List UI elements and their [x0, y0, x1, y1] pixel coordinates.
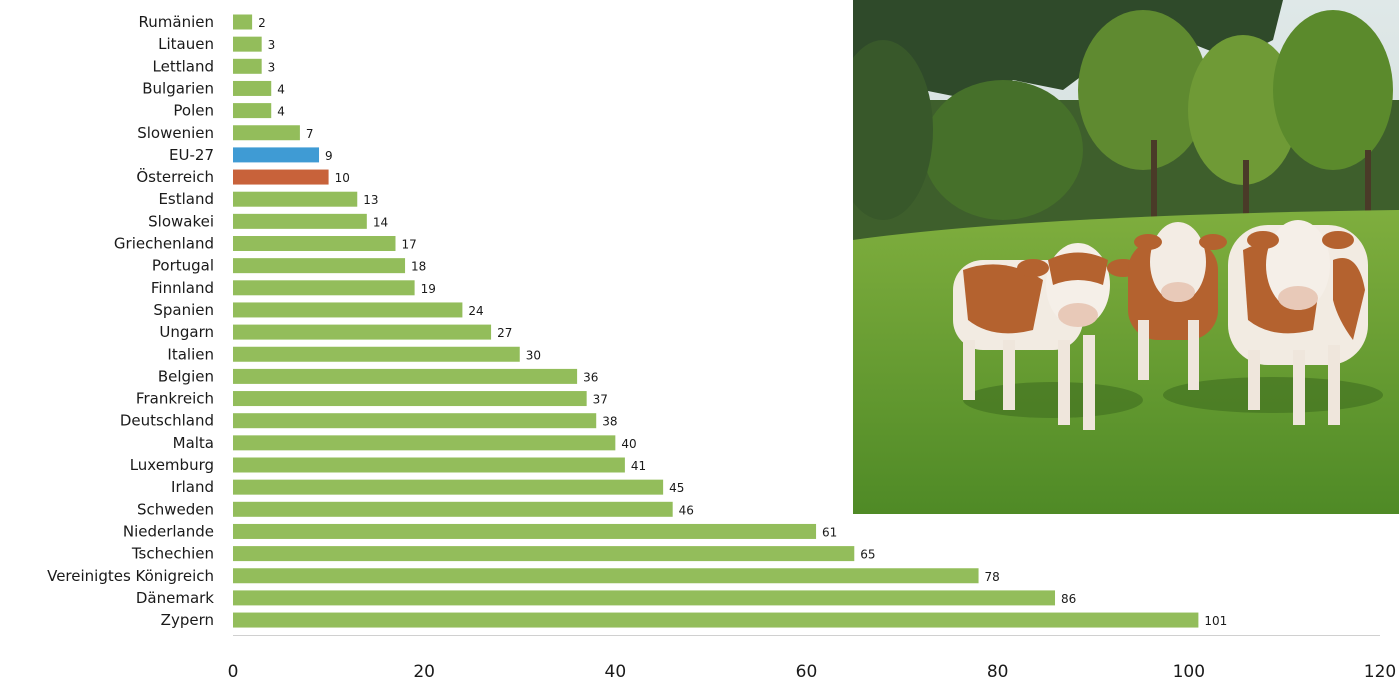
- category-label-danemark: Dänemark: [136, 589, 214, 607]
- value-label-tschechien: 65: [860, 548, 875, 562]
- bar-estland: [233, 191, 358, 207]
- bar-litauen: [233, 36, 262, 52]
- bar-bulgarien: [233, 80, 272, 96]
- bar-lettland: [233, 58, 262, 74]
- value-label-rumanien: 2: [258, 16, 266, 30]
- value-label-finnland: 19: [421, 282, 436, 296]
- value-label-irland: 45: [669, 481, 684, 495]
- bar-belgien: [233, 368, 578, 384]
- bar-vereinigtes-konigreich: [233, 568, 979, 584]
- category-label-lettland: Lettland: [153, 57, 214, 75]
- bar-finnland: [233, 280, 415, 296]
- value-label-spanien: 24: [468, 304, 483, 318]
- value-label-slowenien: 7: [306, 127, 314, 141]
- cows-on-meadow-icon: [853, 0, 1399, 514]
- value-label-estland: 13: [363, 193, 378, 207]
- value-label-griechenland: 17: [401, 238, 416, 252]
- value-label-luxemburg: 41: [631, 459, 646, 473]
- value-label-eu-27: 9: [325, 149, 333, 163]
- value-label-litauen: 3: [268, 38, 276, 52]
- bar-portugal: [233, 258, 406, 274]
- category-label-finnland: Finnland: [151, 279, 214, 297]
- bar-slowakei: [233, 213, 367, 229]
- value-label-polen: 4: [277, 105, 285, 119]
- cows-photo: [853, 0, 1399, 514]
- bar-eu-27: [233, 147, 320, 163]
- category-label-niederlande: Niederlande: [123, 522, 214, 540]
- bar-ungarn: [233, 324, 492, 340]
- value-label-schweden: 46: [679, 503, 694, 517]
- value-label-lettland: 3: [268, 60, 276, 74]
- x-tick-label-0: 0: [228, 662, 239, 682]
- value-label-osterreich: 10: [335, 171, 350, 185]
- bar-danemark: [233, 590, 1056, 606]
- value-label-deutschland: 38: [602, 415, 617, 429]
- category-label-vereinigtes-konigreich: Vereinigtes Königreich: [47, 567, 214, 585]
- category-label-rumanien: Rumänien: [139, 13, 214, 31]
- category-label-italien: Italien: [167, 345, 214, 363]
- category-label-irland: Irland: [171, 478, 214, 496]
- category-label-litauen: Litauen: [158, 35, 214, 53]
- category-label-osterreich: Österreich: [136, 167, 214, 186]
- category-label-belgien: Belgien: [158, 367, 214, 385]
- category-label-malta: Malta: [173, 434, 214, 452]
- x-tick-label-80: 80: [987, 662, 1009, 682]
- bar-spanien: [233, 302, 463, 318]
- category-label-zypern: Zypern: [161, 611, 214, 629]
- value-label-portugal: 18: [411, 260, 426, 274]
- value-label-niederlande: 61: [822, 525, 837, 539]
- value-label-vereinigtes-konigreich: 78: [985, 570, 1000, 584]
- bar-rumanien: [233, 14, 253, 30]
- bar-polen: [233, 103, 272, 119]
- category-label-portugal: Portugal: [152, 257, 214, 275]
- value-label-slowakei: 14: [373, 215, 388, 229]
- value-label-bulgarien: 4: [277, 82, 285, 96]
- bars-group: [233, 14, 1199, 628]
- value-label-zypern: 101: [1204, 614, 1227, 628]
- bar-frankreich: [233, 391, 587, 407]
- value-label-belgien: 36: [583, 370, 598, 384]
- category-label-frankreich: Frankreich: [136, 390, 214, 408]
- bar-luxemburg: [233, 457, 625, 473]
- value-label-ungarn: 27: [497, 326, 512, 340]
- bar-zypern: [233, 612, 1199, 628]
- category-label-slowenien: Slowenien: [137, 124, 214, 142]
- x-tick-label-60: 60: [796, 662, 818, 682]
- value-label-frankreich: 37: [593, 393, 608, 407]
- category-label-eu-27: EU-27: [169, 146, 214, 164]
- category-label-griechenland: Griechenland: [114, 235, 214, 253]
- value-labels-group: 2334479101314171819242730363738404145466…: [258, 16, 1227, 628]
- bar-niederlande: [233, 523, 817, 539]
- category-label-spanien: Spanien: [153, 301, 214, 319]
- category-label-slowakei: Slowakei: [148, 212, 214, 230]
- category-label-tschechien: Tschechien: [131, 545, 214, 563]
- category-label-bulgarien: Bulgarien: [142, 79, 214, 97]
- bar-slowenien: [233, 125, 300, 141]
- x-tick-label-120: 120: [1364, 662, 1396, 682]
- bar-osterreich: [233, 169, 329, 185]
- value-label-italien: 30: [526, 348, 541, 362]
- category-label-ungarn: Ungarn: [159, 323, 214, 341]
- value-label-malta: 40: [621, 437, 636, 451]
- category-label-polen: Polen: [173, 102, 214, 120]
- bar-malta: [233, 435, 616, 451]
- bar-tschechien: [233, 546, 855, 562]
- category-label-schweden: Schweden: [137, 500, 214, 518]
- x-axis: 0 20 40 60 80 100 120: [228, 635, 1396, 682]
- bar-deutschland: [233, 413, 597, 429]
- bar-schweden: [233, 501, 673, 517]
- bar-irland: [233, 479, 664, 495]
- value-label-danemark: 86: [1061, 592, 1076, 606]
- x-tick-label-40: 40: [605, 662, 627, 682]
- bar-griechenland: [233, 236, 396, 251]
- bar-italien: [233, 346, 520, 362]
- category-label-deutschland: Deutschland: [120, 412, 214, 430]
- category-labels-group: Rumänien Litauen Lettland Bulgarien Polen Slo…: [47, 13, 214, 629]
- category-label-estland: Estland: [158, 190, 214, 208]
- category-label-luxemburg: Luxemburg: [130, 456, 214, 474]
- x-tick-label-20: 20: [413, 662, 435, 682]
- x-tick-label-100: 100: [1173, 662, 1205, 682]
